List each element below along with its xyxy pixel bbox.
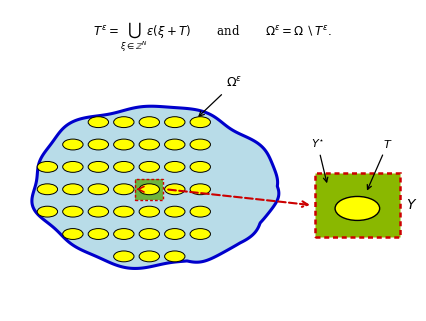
Ellipse shape xyxy=(88,139,109,150)
Ellipse shape xyxy=(164,206,185,217)
Ellipse shape xyxy=(335,196,380,221)
Ellipse shape xyxy=(63,184,83,195)
Ellipse shape xyxy=(139,161,159,172)
Ellipse shape xyxy=(63,139,83,150)
Text: $\Omega^{\varepsilon}$: $\Omega^{\varepsilon}$ xyxy=(199,76,242,116)
Text: $T$: $T$ xyxy=(367,138,392,189)
Ellipse shape xyxy=(88,206,109,217)
Ellipse shape xyxy=(164,184,185,195)
Ellipse shape xyxy=(139,139,159,150)
Ellipse shape xyxy=(164,161,185,172)
Ellipse shape xyxy=(88,184,109,195)
Ellipse shape xyxy=(164,139,185,150)
Ellipse shape xyxy=(37,161,58,172)
Ellipse shape xyxy=(190,139,210,150)
Ellipse shape xyxy=(164,251,185,262)
Ellipse shape xyxy=(88,117,109,127)
Ellipse shape xyxy=(164,229,185,239)
Ellipse shape xyxy=(114,251,134,262)
Ellipse shape xyxy=(88,229,109,239)
FancyBboxPatch shape xyxy=(315,173,400,237)
Text: $Y^{\star}$: $Y^{\star}$ xyxy=(311,137,328,182)
Polygon shape xyxy=(32,106,279,268)
Ellipse shape xyxy=(139,117,159,127)
Ellipse shape xyxy=(139,184,159,195)
Ellipse shape xyxy=(190,206,210,217)
Ellipse shape xyxy=(37,184,58,195)
FancyBboxPatch shape xyxy=(135,179,163,200)
Ellipse shape xyxy=(88,161,109,172)
Text: $Y$: $Y$ xyxy=(406,198,417,212)
Ellipse shape xyxy=(63,229,83,239)
Ellipse shape xyxy=(63,206,83,217)
Ellipse shape xyxy=(164,117,185,127)
Text: $T^{\varepsilon} = \bigcup_{\xi \in \mathbb{Z}^N} \varepsilon(\xi + T)$$\quad\qu: $T^{\varepsilon} = \bigcup_{\xi \in \mat… xyxy=(93,20,333,53)
Ellipse shape xyxy=(190,184,210,195)
Ellipse shape xyxy=(190,229,210,239)
Ellipse shape xyxy=(114,229,134,239)
Ellipse shape xyxy=(114,139,134,150)
Ellipse shape xyxy=(190,161,210,172)
Ellipse shape xyxy=(139,206,159,217)
Ellipse shape xyxy=(114,206,134,217)
Ellipse shape xyxy=(114,184,134,195)
Ellipse shape xyxy=(114,117,134,127)
Ellipse shape xyxy=(114,161,134,172)
Ellipse shape xyxy=(190,117,210,127)
Ellipse shape xyxy=(139,251,159,262)
Ellipse shape xyxy=(63,161,83,172)
Ellipse shape xyxy=(37,206,58,217)
Ellipse shape xyxy=(139,229,159,239)
